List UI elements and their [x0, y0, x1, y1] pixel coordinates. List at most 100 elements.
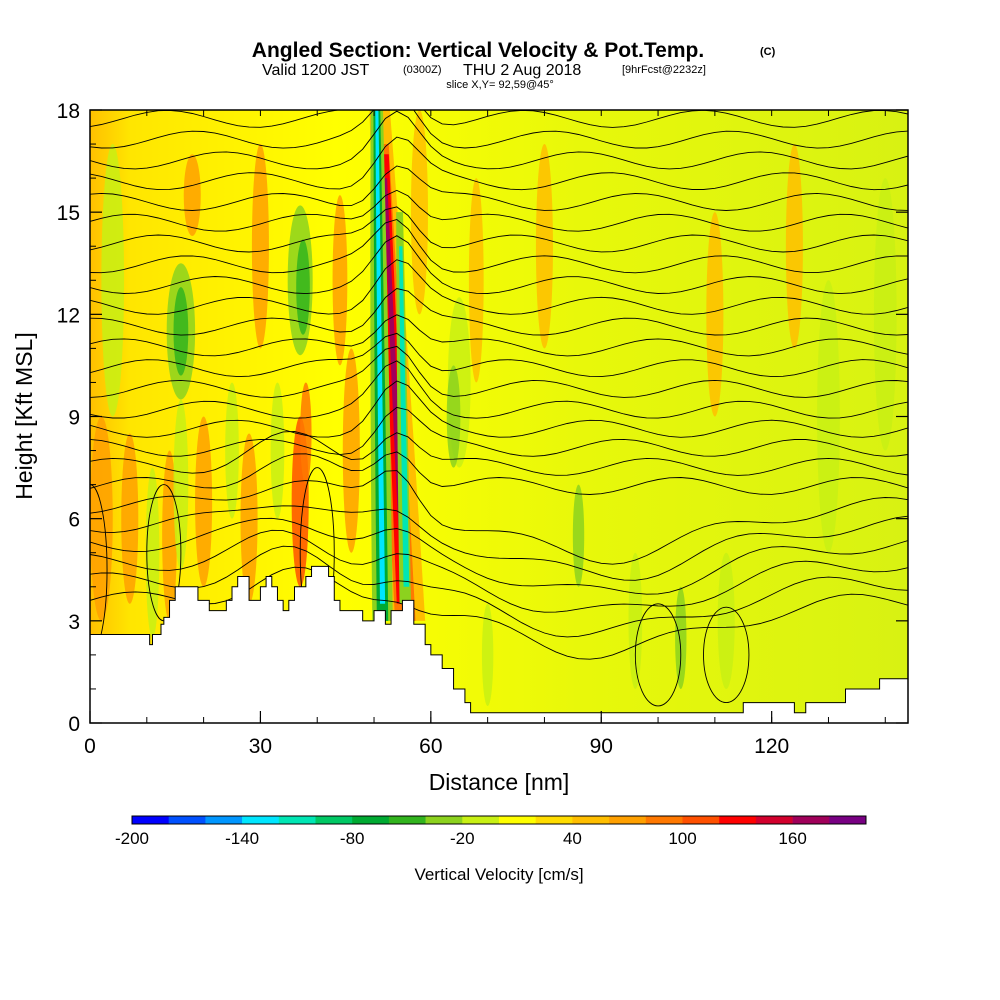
velocity-cell — [785, 144, 803, 349]
velocity-cell — [446, 365, 461, 468]
velocity-cell — [817, 280, 840, 553]
colorbar-swatch — [792, 816, 830, 824]
colorbar-swatch — [205, 816, 243, 824]
subtitle-utc: (0300Z) — [403, 64, 442, 76]
colorbar-swatch — [499, 816, 536, 824]
colorbar-swatch — [242, 816, 280, 824]
theta-contour — [634, 603, 682, 707]
velocity-cell — [332, 195, 348, 366]
theta-contour — [90, 136, 908, 191]
x-tick-label: 30 — [249, 735, 272, 758]
velocity-cell — [481, 603, 494, 706]
y-tick-label: 9 — [68, 407, 80, 430]
velocity-cell — [296, 239, 310, 335]
velocity-cell — [121, 433, 139, 604]
colorbar-swatch — [609, 816, 647, 824]
y-axis: 0 3 6 9 12 15 18 — [57, 100, 908, 736]
theta-contour — [90, 529, 908, 613]
terrain — [90, 565, 908, 723]
y-axis-label: Height [Kft MSL] — [11, 332, 37, 499]
x-tick-label: 120 — [754, 735, 789, 758]
colorbar-tick-label: -20 — [450, 829, 475, 848]
theta-contour — [90, 505, 908, 581]
x-tick-label: 60 — [419, 735, 442, 758]
theta-contour — [90, 219, 908, 274]
colorbar-label: Vertical Velocity [cm/s] — [414, 865, 583, 884]
colorbar-swatch — [682, 816, 720, 824]
colorbar-swatch — [425, 816, 463, 824]
slice-label: slice X,Y= 92,59@45° — [446, 79, 554, 91]
colorbar-swatch — [315, 816, 353, 824]
theta-contour — [90, 93, 908, 107]
colorbar-tick-label: 40 — [563, 829, 582, 848]
theta-contour — [90, 430, 908, 476]
colorbar-tick-labels: -200 -140 -80 -20 40 100 160 — [115, 829, 807, 848]
theta-contour — [90, 110, 908, 149]
velocity-cell — [468, 178, 484, 383]
colorbar-swatch — [755, 816, 793, 824]
colorbar-swatch — [388, 816, 426, 824]
colorbar-swatch — [278, 816, 316, 824]
colorbar-swatch — [719, 816, 757, 824]
theta-contour — [90, 345, 908, 398]
chart-subtitle: Valid 1200 JST (0300Z) THU 2 Aug 2018 [9… — [262, 62, 706, 79]
colorbar-tick-label: -140 — [225, 829, 259, 848]
colorbar-frame — [131, 815, 867, 825]
theta-contour — [90, 165, 908, 211]
theta-contour — [90, 517, 908, 595]
x-axis: 0 30 60 90 120 — [84, 110, 886, 758]
colorbar-swatch — [829, 816, 867, 824]
theta-contour — [90, 360, 908, 419]
y-tick-label: 3 — [68, 611, 80, 634]
theta-contour — [90, 189, 908, 232]
velocity-cell — [342, 348, 360, 553]
colorbar-swatch — [462, 816, 500, 824]
theta-contour — [90, 235, 908, 295]
velocity-cell — [173, 399, 189, 570]
x-axis-label: Distance [nm] — [429, 769, 570, 795]
velocity-cell — [240, 433, 258, 604]
velocity-cell — [572, 484, 585, 587]
velocity-cell — [300, 382, 312, 485]
theta-contour — [90, 470, 908, 565]
y-tick-label: 12 — [57, 304, 80, 327]
theta-contour — [90, 206, 908, 253]
colorbar-swatch — [535, 816, 573, 824]
plot-area — [90, 93, 908, 723]
colorbar-swatch — [168, 816, 206, 824]
chart-title: Angled Section: Vertical Velocity & Pot.… — [252, 39, 704, 62]
theta-contour — [90, 406, 908, 457]
velocity-cell — [873, 178, 897, 451]
theta-contour — [90, 288, 908, 336]
theta-contour — [90, 259, 908, 315]
colorbar-tick-label: 160 — [778, 829, 806, 848]
y-tick-label: 18 — [57, 100, 80, 123]
velocity-cell — [145, 467, 160, 638]
velocity-cell — [162, 450, 177, 621]
colorbar-tick-label: -200 — [115, 829, 149, 848]
theta-contours — [90, 93, 908, 707]
x-tick-label: 90 — [590, 735, 613, 758]
velocity-cell — [270, 382, 285, 519]
theta-contour — [90, 332, 908, 378]
x-tick-label: 0 — [84, 735, 96, 758]
velocity-cell — [195, 416, 213, 587]
velocity-cell — [251, 144, 269, 349]
colorbar-tick-label: -80 — [340, 829, 365, 848]
theta-contour — [90, 545, 908, 638]
colorbar-swatch — [645, 816, 683, 824]
subtitle-fcst: [9hrFcst@2232z] — [622, 64, 706, 76]
chart-title-unit: (C) — [760, 46, 776, 58]
y-tick-label: 15 — [57, 202, 80, 225]
colorbar — [131, 815, 867, 825]
velocity-cell — [675, 586, 687, 689]
theta-contour — [703, 606, 750, 704]
y-tick-label: 0 — [68, 713, 80, 736]
theta-contour — [90, 451, 908, 495]
colorbar-swatch — [352, 816, 390, 824]
velocity-cell — [225, 382, 239, 519]
velocity-core-band — [375, 110, 386, 604]
theta-contour — [90, 314, 908, 357]
velocity-cell — [183, 154, 201, 237]
